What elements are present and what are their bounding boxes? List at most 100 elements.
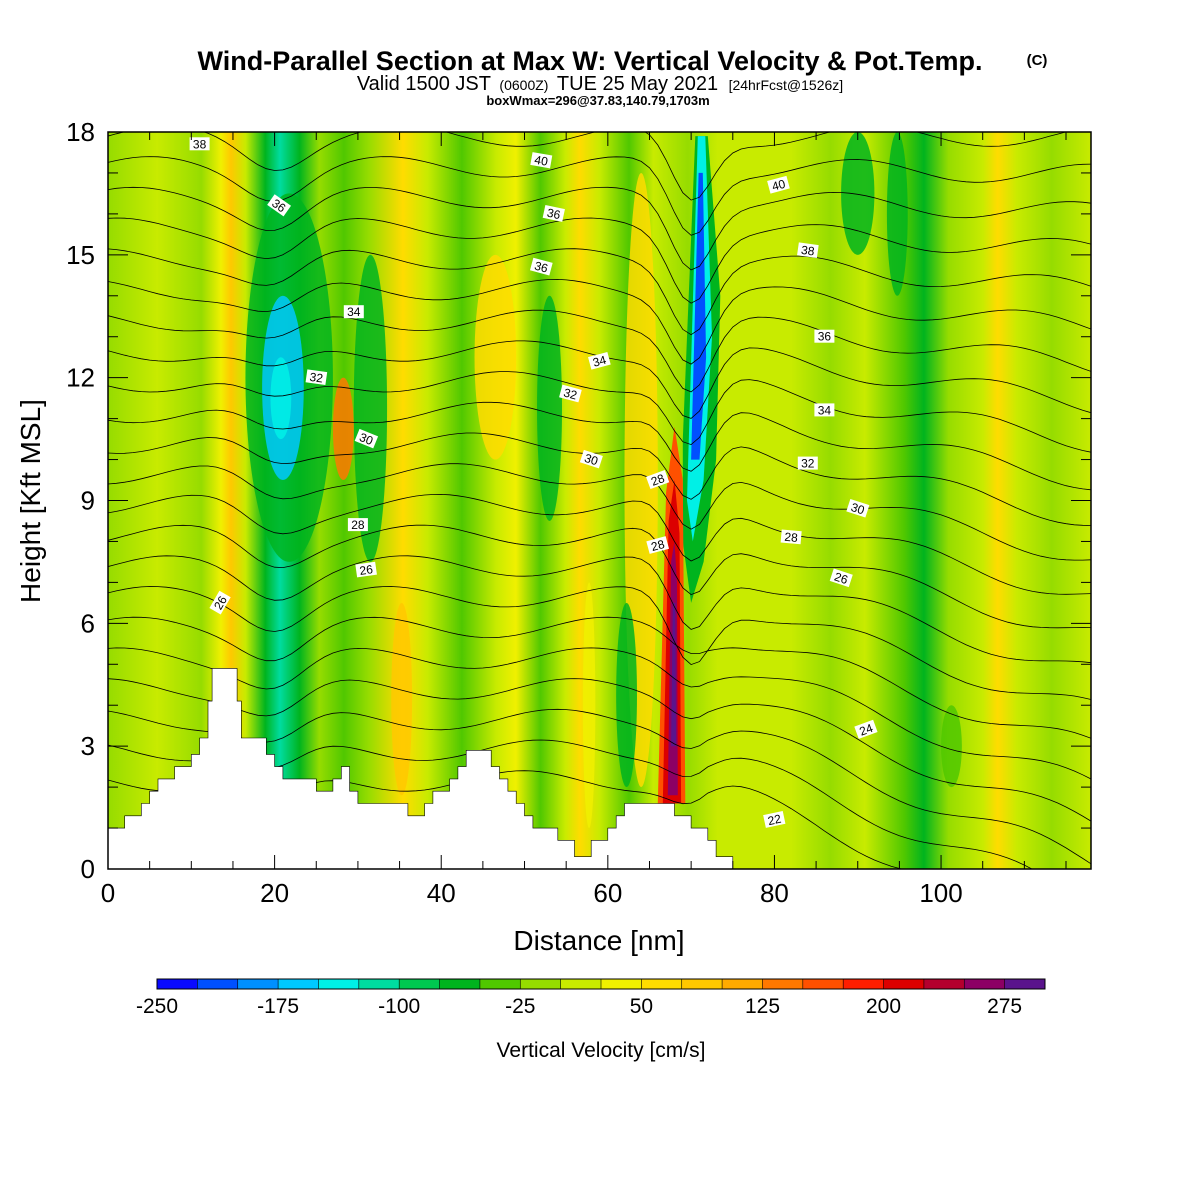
contour-label-bg — [343, 305, 364, 319]
forecast-info: [24hrFcst@1526z] — [729, 77, 844, 93]
isentrope-line-14 — [108, 524, 1091, 629]
x-tick-label: 80 — [760, 878, 789, 908]
contour-label-text: 28 — [650, 537, 667, 554]
contour-label-text: 40 — [533, 153, 549, 169]
contour-label-18: 30 — [846, 498, 870, 518]
isentrope-line-1 — [108, 132, 1068, 201]
contour-label-text: 34 — [818, 403, 832, 417]
contour-label-bg — [846, 498, 870, 518]
contour-label-text: 28 — [784, 530, 799, 545]
velocity-anomaly-6 — [391, 602, 413, 796]
contour-label-layer: 38 40 40 36 36 38 36 34 36 34 32 32 34 30 30 32 28 30 28 28… — [189, 137, 878, 828]
contour-label-text: 32 — [309, 370, 324, 386]
contour-label-bg — [814, 329, 835, 343]
isentrope-line-13 — [108, 493, 1091, 595]
colorbar-swatch — [237, 979, 279, 989]
colorbar-title: Vertical Velocity [cm/s] — [497, 1039, 706, 1062]
velocity-anomaly-9 — [582, 582, 596, 829]
plot-area: 38 40 40 36 36 38 36 34 36 34 32 32 34 30 30 32 28 30 28 28… — [108, 132, 1091, 869]
velocity-anomaly-3 — [270, 357, 292, 440]
contour-label-bg — [305, 369, 328, 386]
contour-label-text: 30 — [583, 451, 600, 469]
contour-label-text: 28 — [351, 518, 365, 532]
isentrope-line-17 — [108, 616, 1091, 739]
contour-label-bg — [542, 204, 565, 222]
y-tick-label: 3 — [81, 731, 95, 761]
colorbar-tick-label: -25 — [505, 995, 535, 1018]
colorbar-tick-label: -250 — [136, 995, 178, 1018]
colorbar-swatch — [439, 979, 481, 989]
velocity-anomaly-5 — [332, 377, 354, 481]
x-tick-label: 20 — [260, 878, 289, 908]
colorbar-swatch — [560, 979, 602, 989]
x-tick-label: 100 — [919, 878, 962, 908]
contour-label-19: 28 — [347, 518, 368, 532]
contour-label-11: 32 — [305, 369, 328, 386]
contour-label-text: 36 — [818, 330, 832, 344]
y-tick-label: 12 — [66, 363, 95, 393]
colorbar-swatch — [802, 979, 844, 989]
colorbar-swatch — [722, 979, 763, 989]
y-tick-label: 18 — [66, 117, 95, 147]
colorbar-tick-label: 200 — [866, 995, 901, 1018]
colorbar-swatch — [358, 979, 400, 989]
terrain-mask — [108, 668, 734, 869]
contour-label-bg — [347, 518, 368, 532]
contour-label-bg — [646, 470, 670, 490]
contour-label-bg — [814, 403, 835, 417]
contour-label-bg — [267, 194, 292, 217]
contour-label-24: 26 — [209, 590, 231, 615]
contour-label-10: 34 — [588, 351, 611, 370]
contour-label-15: 30 — [579, 449, 603, 469]
colorbar-swatch — [157, 979, 198, 989]
colorbar-swatch — [318, 979, 360, 989]
x-axis: 0 20 40 60 80 100 — [101, 132, 1067, 908]
contour-label-bg — [355, 561, 377, 578]
isentrope-line-11 — [108, 432, 1091, 526]
contour-label-16: 32 — [797, 456, 818, 471]
contour-label-5: 36 — [542, 204, 565, 223]
colorbar-swatch — [762, 979, 804, 989]
colorbar-tick-label: -175 — [257, 995, 299, 1018]
y-tick-label: 0 — [81, 854, 95, 884]
y-axis-title: Height [Kft MSL] — [15, 399, 46, 603]
isentrope-line-16 — [108, 586, 1091, 700]
isentrope-line-6 — [108, 278, 1091, 365]
contour-label-text: 32 — [562, 386, 579, 403]
colorbar-swatch — [197, 979, 239, 989]
contour-label-21: 28 — [646, 536, 670, 554]
isentrope-line-3 — [108, 186, 1091, 271]
contour-label-text: 40 — [770, 177, 787, 194]
contour-label-bg — [829, 568, 853, 588]
contour-label-bg — [797, 242, 819, 259]
contour-label-bg — [530, 152, 553, 169]
velocity-anomaly-7 — [474, 254, 517, 460]
velocity-anomaly-12 — [841, 132, 875, 255]
contour-label-8: 34 — [343, 305, 364, 319]
colorbar-swatch — [641, 979, 683, 989]
contour-label-text: 36 — [546, 206, 562, 223]
x-tick-label: 40 — [427, 878, 456, 908]
isentrope-line-7 — [108, 309, 1091, 393]
isentrope-line-10 — [108, 401, 1091, 491]
colorbar-swatch — [923, 979, 965, 989]
contour-label-bg — [646, 536, 670, 554]
contour-label-text: 26 — [211, 593, 230, 612]
contour-label-bg — [763, 810, 786, 828]
isentrope-line-12 — [108, 463, 1091, 561]
contour-label-3: 40 — [767, 175, 790, 194]
isentrope-line-19 — [108, 678, 1091, 822]
contour-label-bg — [854, 719, 878, 739]
colorbar-swatch — [601, 979, 642, 989]
valid-time-line: Valid 1500 JST (0600Z) TUE 25 May 2021 [… — [357, 73, 843, 95]
velocity-anomaly-14 — [941, 705, 962, 788]
colorbar-swatch — [1004, 979, 1046, 989]
valid-date: TUE 25 May 2021 — [557, 73, 718, 95]
contour-label-1: 38 — [189, 137, 210, 151]
colorbar-tick-label: -100 — [378, 995, 420, 1018]
velocity-anomaly-4 — [353, 254, 388, 562]
colorbar-tick-label: 275 — [987, 995, 1022, 1018]
colorbar-swatch — [883, 979, 925, 989]
pot-temp-contours — [108, 132, 1091, 869]
